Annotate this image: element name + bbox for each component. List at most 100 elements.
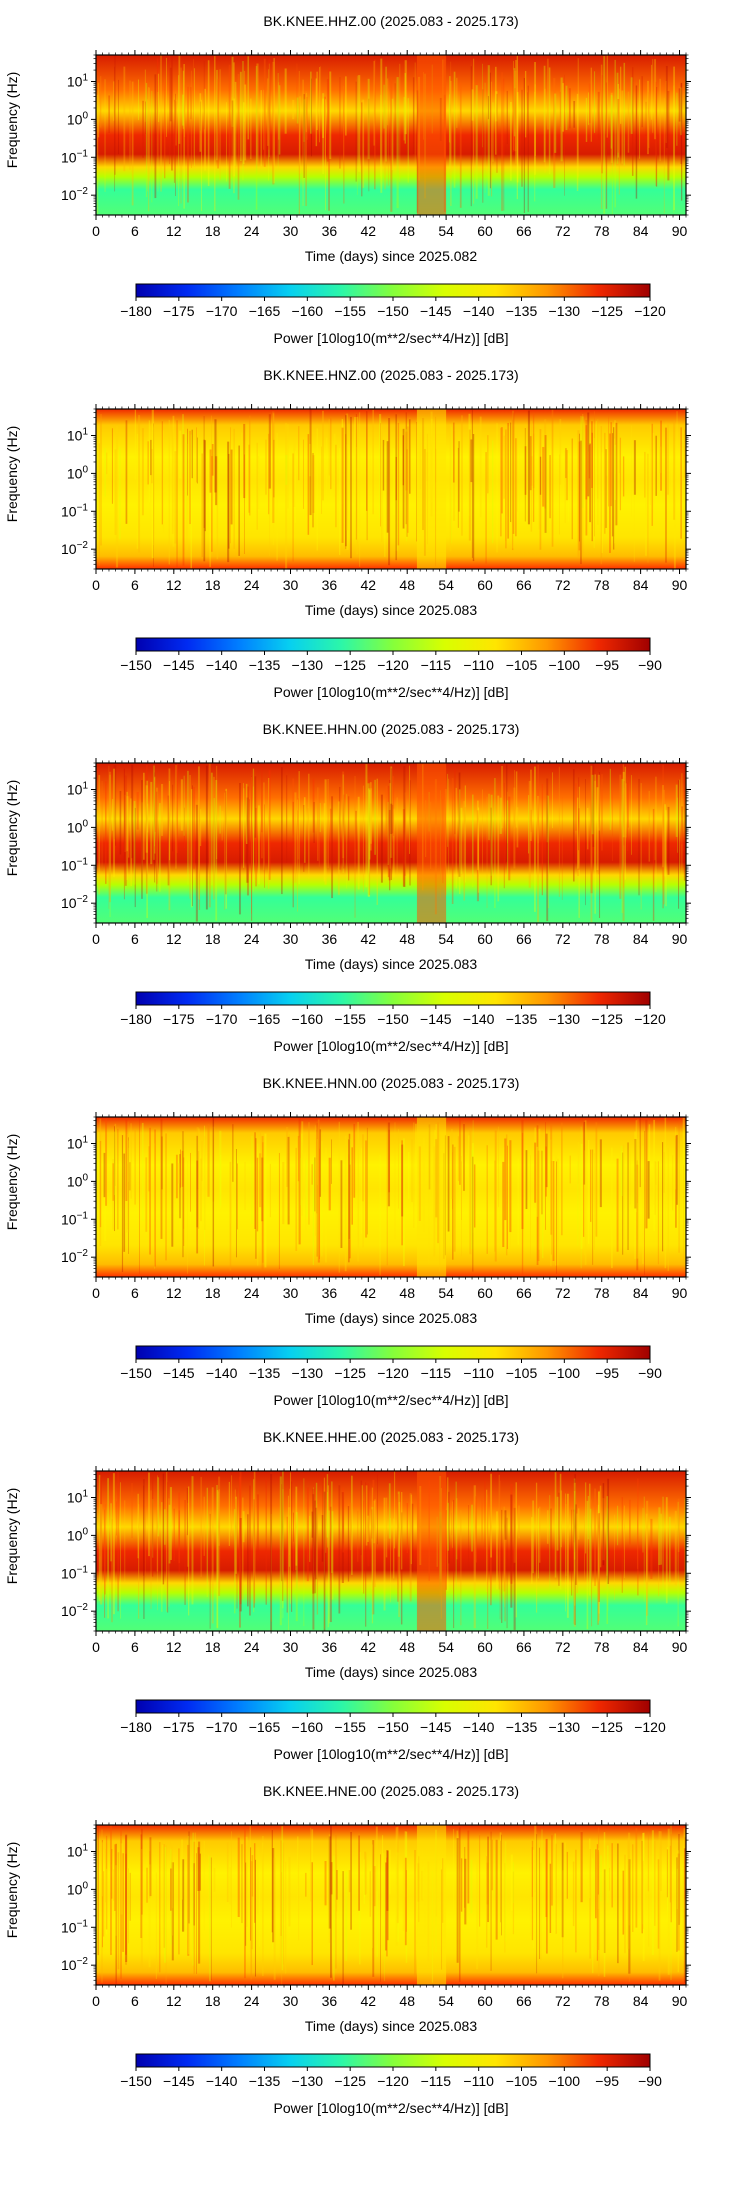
spectrogram-panel-hhz: BK.KNEE.HHZ.00 (2025.083 - 2025.173) Fre… xyxy=(0,0,750,354)
x-tick-label: 72 xyxy=(555,223,571,239)
x-tick-label: 72 xyxy=(555,577,571,593)
x-tick-label: 54 xyxy=(438,1993,454,2009)
x-tick-label: 54 xyxy=(438,1285,454,1301)
colorbar-tick-label: −105 xyxy=(506,1365,538,1381)
y-tick-label: 10−1 xyxy=(61,856,88,873)
colorbar-tick-label: −130 xyxy=(549,303,581,319)
colorbar-tick-label: −140 xyxy=(463,1011,495,1027)
colorbar-tick-label: −130 xyxy=(549,1719,581,1735)
x-tick-label: 54 xyxy=(438,223,454,239)
colorbar-tick-label: −120 xyxy=(634,303,666,319)
y-tick-label: 10−1 xyxy=(61,1210,88,1227)
x-tick-label: 42 xyxy=(361,1639,377,1655)
x-tick-label: 54 xyxy=(438,931,454,947)
x-tick-label: 90 xyxy=(672,577,688,593)
heatmap-body xyxy=(96,1471,687,1631)
x-tick-label: 66 xyxy=(516,223,532,239)
colorbar-tick-label: −125 xyxy=(591,303,623,319)
x-tick-label: 84 xyxy=(633,223,649,239)
x-tick-label: 90 xyxy=(672,1285,688,1301)
x-tick-label: 6 xyxy=(131,1993,139,2009)
heatmap-body xyxy=(96,1117,686,1277)
x-tick-label: 60 xyxy=(477,931,493,947)
colorbar-tick-label: −115 xyxy=(421,2073,452,2089)
spectrogram-panel-hnn: BK.KNEE.HNN.00 (2025.083 - 2025.173) Fre… xyxy=(0,1062,750,1416)
x-tick-label: 54 xyxy=(438,577,454,593)
colorbar-tick-label: −145 xyxy=(163,1365,195,1381)
colorbar-tick-label: −125 xyxy=(334,1365,366,1381)
colorbar-tick-label: −135 xyxy=(506,1011,538,1027)
colorbar-tick-label: −120 xyxy=(634,1011,666,1027)
x-tick-label: 78 xyxy=(594,931,610,947)
x-tick-label: 24 xyxy=(244,577,260,593)
x-tick-label: 42 xyxy=(361,931,377,947)
y-tick-label: 10−2 xyxy=(61,894,88,911)
colorbar-tick-label: −145 xyxy=(163,657,195,673)
heatmap-body xyxy=(96,409,686,569)
spectrogram-chart: 0 6 12 18 24 30 36 42 48 54 60 66 72 78 84 90 10−2 10−1 10… xyxy=(61,404,691,673)
colorbar-tick-label: −95 xyxy=(595,1365,619,1381)
x-tick-label: 48 xyxy=(399,1639,415,1655)
x-tick-label: 48 xyxy=(399,1285,415,1301)
x-axis-label: Time (days) since 2025.083 xyxy=(304,1664,478,1680)
colorbar-tick-label: −120 xyxy=(377,2073,409,2089)
x-tick-label: 0 xyxy=(92,1285,100,1301)
colorbar-tick-label: −150 xyxy=(120,2073,152,2089)
colorbar-tick-label: −100 xyxy=(549,1365,581,1381)
x-tick-label: 18 xyxy=(205,1285,221,1301)
colorbar-tick-label: −130 xyxy=(292,1365,324,1381)
colorbar xyxy=(135,637,651,652)
x-tick-label: 78 xyxy=(594,1639,610,1655)
x-tick-label: 0 xyxy=(92,931,100,947)
x-tick-label: 90 xyxy=(672,931,688,947)
colorbar-tick-label: −130 xyxy=(292,657,324,673)
x-tick-label: 66 xyxy=(516,1285,532,1301)
x-tick-label: 30 xyxy=(283,931,299,947)
colorbar-label: Power [10log10(m**2/sec**4/Hz)] [dB] xyxy=(273,1038,509,1054)
plot-frame xyxy=(95,1824,687,1986)
colorbar-tick-label: −140 xyxy=(463,1719,495,1735)
colorbar-tick-label: −165 xyxy=(249,1011,281,1027)
colorbar-tick-label: −110 xyxy=(463,2073,494,2089)
colorbar-label: Power [10log10(m**2/sec**4/Hz)] [dB] xyxy=(273,1392,509,1408)
x-tick-label: 60 xyxy=(477,1285,493,1301)
x-tick-label: 30 xyxy=(283,1639,299,1655)
y-tick-label: 10−1 xyxy=(61,502,88,519)
x-tick-label: 12 xyxy=(166,223,182,239)
colorbar-tick-label: −145 xyxy=(420,303,452,319)
x-tick-label: 90 xyxy=(672,1639,688,1655)
colorbar-tick-label: −155 xyxy=(334,303,366,319)
x-tick-label: 12 xyxy=(166,931,182,947)
x-tick-label: 78 xyxy=(594,577,610,593)
colorbar-label: Power [10log10(m**2/sec**4/Hz)] [dB] xyxy=(273,684,509,700)
colorbar-tick-label: −165 xyxy=(249,303,281,319)
colorbar-tick-label: −160 xyxy=(292,1719,324,1735)
colorbar-tick-label: −135 xyxy=(506,1719,538,1735)
y-tick-label: 10−1 xyxy=(61,148,88,165)
x-tick-label: 24 xyxy=(244,223,260,239)
x-tick-label: 6 xyxy=(131,1285,139,1301)
colorbar xyxy=(135,991,651,1006)
colorbar-tick-label: −120 xyxy=(377,657,409,673)
x-axis-label: Time (days) since 2025.083 xyxy=(304,602,478,618)
colorbar-tick-label: −90 xyxy=(638,2073,662,2089)
x-tick-label: 12 xyxy=(166,1993,182,2009)
x-tick-label: 48 xyxy=(399,931,415,947)
x-tick-label: 18 xyxy=(205,223,221,239)
x-tick-label: 24 xyxy=(244,931,260,947)
plot-frame xyxy=(95,54,687,216)
x-tick-label: 36 xyxy=(322,223,338,239)
spectrogram-panel-hhn: BK.KNEE.HHN.00 (2025.083 - 2025.173) Fre… xyxy=(0,708,750,1062)
x-tick-label: 6 xyxy=(131,1639,139,1655)
chart-title: BK.KNEE.HHN.00 (2025.083 - 2025.173) xyxy=(262,721,520,737)
colorbar-tick-label: −140 xyxy=(206,1365,238,1381)
colorbar xyxy=(135,2053,651,2068)
x-tick-label: 72 xyxy=(555,1285,571,1301)
colorbar-tick-label: −165 xyxy=(249,1719,281,1735)
x-tick-label: 6 xyxy=(131,577,139,593)
x-tick-label: 42 xyxy=(361,1993,377,2009)
colorbar-tick-label: −180 xyxy=(120,1011,152,1027)
x-tick-label: 66 xyxy=(516,1639,532,1655)
x-tick-label: 30 xyxy=(283,223,299,239)
x-tick-label: 0 xyxy=(92,577,100,593)
